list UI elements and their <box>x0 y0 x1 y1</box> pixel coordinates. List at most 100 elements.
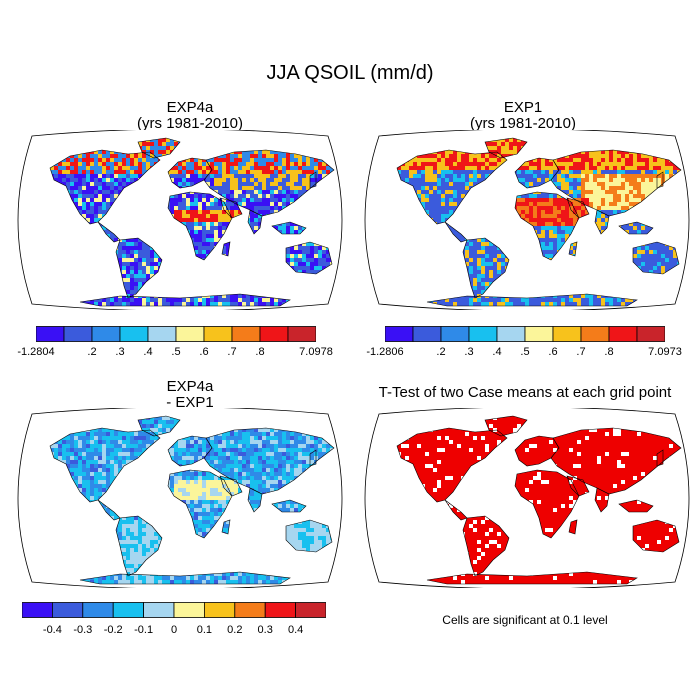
grid-cell <box>258 190 262 194</box>
grid-cell <box>14 226 18 230</box>
grid-cell <box>178 166 182 170</box>
grid-cell <box>210 226 214 230</box>
grid-cell <box>10 278 14 282</box>
grid-cell <box>134 286 138 290</box>
grid-cell <box>286 250 290 254</box>
grid-cell <box>194 242 198 246</box>
grid-cell <box>302 178 306 182</box>
grid-cell <box>102 182 106 186</box>
grid-cell <box>461 182 465 186</box>
grid-cell <box>138 258 142 262</box>
grid-cell <box>246 166 250 170</box>
grid-cell <box>338 142 342 146</box>
grid-cell <box>246 190 250 194</box>
grid-cell <box>198 158 202 162</box>
grid-cell <box>106 206 110 210</box>
grid-cell <box>106 162 110 166</box>
grid-cell <box>365 130 369 134</box>
grid-cell <box>326 130 330 134</box>
grid-cell <box>66 158 70 162</box>
grid-cell <box>294 158 298 162</box>
grid-cell <box>425 178 429 182</box>
grid-cell <box>693 130 697 134</box>
grid-cell <box>210 178 214 182</box>
grid-cell <box>342 134 346 138</box>
grid-cell <box>266 166 270 170</box>
grid-cell <box>409 162 413 166</box>
grid-cell <box>214 158 218 162</box>
grid-cell <box>290 182 294 186</box>
grid-cell <box>310 166 314 170</box>
grid-cell <box>130 270 134 274</box>
grid-cell <box>230 154 234 158</box>
grid-cell <box>569 154 573 158</box>
grid-cell <box>238 162 242 166</box>
grid-cell <box>306 182 310 186</box>
grid-cell <box>202 298 206 302</box>
grid-cell <box>326 166 330 170</box>
grid-cell <box>346 202 350 206</box>
grid-cell <box>681 134 685 138</box>
grid-cell <box>210 158 214 162</box>
grid-cell <box>365 146 369 150</box>
grid-cell <box>266 150 270 154</box>
grid-cell <box>294 250 298 254</box>
grid-cell <box>621 158 625 162</box>
grid-cell <box>158 298 162 302</box>
grid-cell <box>198 198 202 202</box>
grid-cell <box>557 162 561 166</box>
grid-cell <box>497 162 501 166</box>
grid-cell <box>250 226 254 230</box>
grid-cell <box>146 258 150 262</box>
grid-cell <box>537 166 541 170</box>
grid-cell <box>190 194 194 198</box>
grid-cell <box>298 174 302 178</box>
grid-cell <box>278 166 282 170</box>
grid-cell <box>210 298 214 302</box>
grid-cell <box>150 142 154 146</box>
grid-cell <box>194 234 198 238</box>
grid-cell <box>330 302 334 306</box>
grid-cell <box>306 158 310 162</box>
grid-cell <box>286 198 290 202</box>
grid-cell <box>417 182 421 186</box>
grid-cell <box>242 174 246 178</box>
grid-cell <box>310 158 314 162</box>
grid-cell <box>242 298 246 302</box>
grid-cell <box>601 178 605 182</box>
grid-cell <box>258 166 262 170</box>
grid-cell <box>585 154 589 158</box>
grid-cell <box>274 186 278 190</box>
grid-cell <box>26 134 30 138</box>
grid-cell <box>238 194 242 198</box>
grid-cell <box>361 170 365 174</box>
grid-cell <box>625 162 629 166</box>
grid-cell <box>274 178 278 182</box>
grid-cell <box>338 278 342 282</box>
grid-cell <box>270 202 274 206</box>
grid-cell <box>166 146 170 150</box>
grid-cell <box>174 174 178 178</box>
grid-cell <box>457 150 461 154</box>
grid-cell <box>86 194 90 198</box>
grid-cell <box>290 226 294 230</box>
grid-cell <box>86 174 90 178</box>
grid-cell <box>126 166 130 170</box>
grid-cell <box>14 210 18 214</box>
grid-cell <box>565 170 569 174</box>
grid-cell <box>274 154 278 158</box>
grid-cell <box>90 174 94 178</box>
grid-cell <box>102 226 106 230</box>
grid-cell <box>469 166 473 170</box>
grid-cell <box>282 198 286 202</box>
grid-cell <box>278 198 282 202</box>
grid-cell <box>302 266 306 270</box>
grid-cell <box>194 194 198 198</box>
grid-cell <box>270 158 274 162</box>
grid-cell <box>302 254 306 258</box>
grid-cell <box>505 150 509 154</box>
grid-cell <box>246 162 250 166</box>
grid-cell <box>637 166 641 170</box>
grid-cell <box>218 234 222 238</box>
grid-cell <box>481 162 485 166</box>
